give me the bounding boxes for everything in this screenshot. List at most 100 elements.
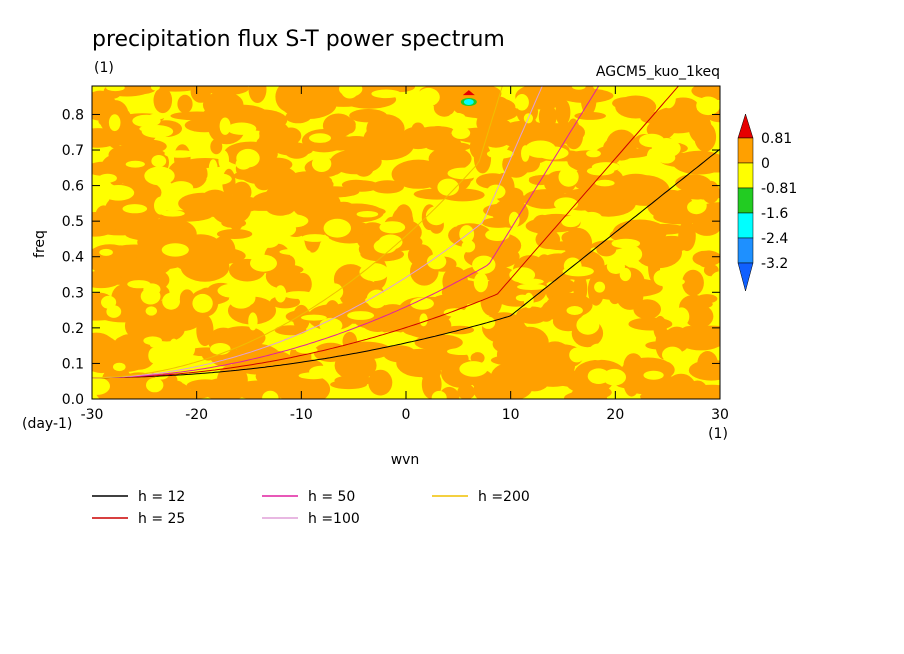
field-gap bbox=[431, 390, 447, 399]
y-tick-label: 0.7 bbox=[62, 143, 84, 159]
field-patch bbox=[470, 352, 485, 364]
field-patch bbox=[490, 355, 523, 365]
x-tick-label: -10 bbox=[290, 407, 313, 423]
field-gap bbox=[226, 122, 257, 135]
field-gap bbox=[417, 87, 440, 107]
field-gap bbox=[356, 211, 379, 218]
field-gap bbox=[99, 248, 113, 256]
field-gap bbox=[517, 283, 546, 290]
colorbar-label: -2.4 bbox=[761, 231, 788, 247]
field-patch bbox=[538, 103, 557, 130]
field-patch bbox=[92, 212, 118, 237]
field-gap bbox=[347, 311, 375, 320]
colorbar-label: 0.81 bbox=[761, 131, 792, 147]
field-gap bbox=[127, 280, 151, 289]
field-patch bbox=[672, 150, 720, 175]
field-patch bbox=[92, 270, 122, 289]
field-patch bbox=[482, 217, 515, 228]
anomaly-inner bbox=[463, 99, 474, 106]
x-axis: -30 -20 -10 0 10 20 30 bbox=[81, 86, 729, 423]
field-gap bbox=[113, 362, 126, 372]
field-patch bbox=[122, 346, 148, 363]
field-gap bbox=[447, 167, 479, 180]
field-gap bbox=[301, 234, 329, 242]
x-tick-label: -30 bbox=[81, 407, 104, 423]
field-gap bbox=[218, 150, 229, 170]
field-gap bbox=[451, 209, 460, 227]
legend-label: h = 50 bbox=[308, 489, 355, 505]
field-gap bbox=[281, 337, 310, 350]
field-gap bbox=[710, 271, 720, 291]
y-axis-label: freq bbox=[32, 230, 48, 258]
field-gap bbox=[206, 173, 232, 185]
field-patch bbox=[126, 86, 156, 95]
field-patch bbox=[341, 179, 371, 190]
curve-100 bbox=[92, 86, 543, 379]
field-gap bbox=[168, 342, 190, 352]
field-patch bbox=[469, 135, 489, 160]
chart-title: precipitation flux S-T power spectrum bbox=[92, 27, 505, 52]
field-patch bbox=[329, 203, 384, 223]
field-gap bbox=[398, 92, 420, 106]
field-gap bbox=[323, 218, 351, 238]
field-gap bbox=[148, 347, 159, 364]
field-gap bbox=[208, 159, 218, 178]
field-gap bbox=[108, 114, 121, 132]
field-patch bbox=[594, 146, 621, 166]
field-gap bbox=[586, 149, 601, 158]
field-gap bbox=[149, 340, 165, 349]
field-gap bbox=[602, 368, 627, 386]
field-gap bbox=[508, 211, 520, 228]
field-gap bbox=[426, 253, 447, 270]
field-gap bbox=[554, 197, 578, 211]
field-gap bbox=[150, 86, 160, 91]
y-tick-label: 0.1 bbox=[62, 356, 84, 372]
field-gap bbox=[472, 255, 496, 274]
x-tick-label: 10 bbox=[502, 407, 520, 423]
field-gap bbox=[309, 365, 334, 378]
x-tick-label: 30 bbox=[711, 407, 729, 423]
colorbar-segment bbox=[737, 212, 754, 239]
field-gap bbox=[151, 155, 167, 168]
field-patch bbox=[373, 304, 413, 334]
field-gap bbox=[586, 166, 615, 176]
field-gap bbox=[410, 297, 434, 310]
field-gap bbox=[437, 178, 460, 196]
field-patch bbox=[442, 266, 469, 297]
field-patch bbox=[501, 187, 524, 201]
field-gap bbox=[451, 127, 471, 139]
field-gap bbox=[92, 377, 110, 395]
field-patch bbox=[208, 195, 263, 213]
x-axis-unit: (1) bbox=[708, 426, 728, 442]
field-patch bbox=[698, 254, 714, 268]
field-patch bbox=[186, 379, 225, 392]
dispersion-curves bbox=[92, 86, 720, 379]
field-gap bbox=[259, 235, 279, 248]
colorbar-segment bbox=[737, 137, 754, 164]
field-gap bbox=[659, 277, 685, 287]
field-gap bbox=[566, 306, 583, 315]
field-patch bbox=[284, 142, 310, 159]
y-tick-label: 0.4 bbox=[62, 250, 84, 266]
field-gap bbox=[336, 250, 348, 260]
field-patch bbox=[633, 299, 661, 320]
field-patch bbox=[574, 111, 606, 120]
field-gap bbox=[558, 167, 579, 187]
field-gap bbox=[576, 315, 600, 335]
field-gap bbox=[164, 150, 196, 158]
field-patch bbox=[457, 384, 476, 399]
field-patch bbox=[685, 384, 720, 399]
colorbar-label: 0 bbox=[761, 156, 770, 172]
field-gap bbox=[162, 292, 181, 310]
field-patch bbox=[371, 180, 404, 194]
field-patch bbox=[281, 90, 337, 119]
field-patch bbox=[342, 119, 356, 134]
colorbar-segment bbox=[737, 187, 754, 214]
x-axis-label: wvn bbox=[391, 452, 420, 468]
colorbar-label: -1.6 bbox=[761, 206, 788, 222]
y-tick-label: 0.5 bbox=[62, 214, 84, 230]
field-patch bbox=[221, 378, 239, 390]
legend: h = 12 h = 25 h = 50 h =100 h =200 bbox=[92, 489, 530, 527]
field-patch bbox=[623, 365, 640, 397]
y-axis-unit: (day-1) bbox=[22, 416, 72, 432]
